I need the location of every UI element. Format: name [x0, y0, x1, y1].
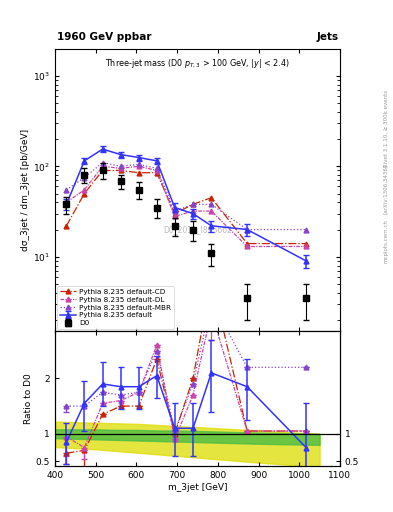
Pythia 8.235 default-CD — [154, 169, 159, 176]
Pythia 8.235 default-MBR — [136, 161, 141, 167]
Text: D0_2011_I895662: D0_2011_I895662 — [163, 225, 232, 234]
Legend: Pythia 8.235 default-CD, Pythia 8.235 default-DL, Pythia 8.235 default-MBR, Pyth: Pythia 8.235 default-CD, Pythia 8.235 de… — [57, 286, 174, 329]
Pythia 8.235 default-DL — [191, 208, 195, 214]
Pythia 8.235 default-CD — [118, 167, 123, 174]
Pythia 8.235 default-MBR — [82, 175, 87, 181]
Pythia 8.235 default-DL — [304, 243, 309, 249]
Pythia 8.235 default-MBR — [100, 160, 105, 166]
Pythia 8.235 default-CD — [172, 210, 177, 217]
Pythia 8.235 default-DL — [64, 199, 69, 205]
Pythia 8.235 default-CD — [100, 167, 105, 174]
Text: 1960 GeV ppbar: 1960 GeV ppbar — [57, 32, 151, 42]
Pythia 8.235 default-CD — [136, 169, 141, 176]
Pythia 8.235 default-CD — [245, 241, 250, 247]
Pythia 8.235 default-MBR — [172, 208, 177, 214]
Pythia 8.235 default-DL — [209, 208, 214, 214]
Pythia 8.235 default-DL — [245, 243, 250, 249]
Pythia 8.235 default-DL — [100, 163, 105, 169]
Pythia 8.235 default-MBR — [154, 165, 159, 172]
Text: [arXiv:1306.3436]: [arXiv:1306.3436] — [383, 164, 388, 215]
Pythia 8.235 default-CD — [64, 223, 69, 229]
Text: mcplots.cern.ch: mcplots.cern.ch — [383, 219, 388, 263]
Line: Pythia 8.235 default-CD: Pythia 8.235 default-CD — [64, 168, 309, 246]
Line: Pythia 8.235 default-DL: Pythia 8.235 default-DL — [64, 164, 309, 249]
Pythia 8.235 default-CD — [209, 195, 214, 201]
Pythia 8.235 default-CD — [191, 201, 195, 207]
Pythia 8.235 default-DL — [118, 165, 123, 172]
Line: Pythia 8.235 default-MBR: Pythia 8.235 default-MBR — [64, 160, 309, 232]
Pythia 8.235 default-DL — [82, 187, 87, 193]
Text: Rivet 3.1.10, ≥ 300k events: Rivet 3.1.10, ≥ 300k events — [383, 90, 388, 166]
Pythia 8.235 default-MBR — [118, 163, 123, 169]
Y-axis label: dσ_3jet / dm_3jet [pb/GeV]: dσ_3jet / dm_3jet [pb/GeV] — [21, 129, 30, 251]
Pythia 8.235 default-MBR — [209, 201, 214, 207]
Pythia 8.235 default-DL — [136, 163, 141, 169]
Text: Jets: Jets — [317, 32, 339, 42]
Pythia 8.235 default-CD — [304, 241, 309, 247]
Pythia 8.235 default-MBR — [245, 226, 250, 232]
Text: Three-jet mass (D0 $p_{T,3}$ > 100 GeV, $|y|$ < 2.4): Three-jet mass (D0 $p_{T,3}$ > 100 GeV, … — [105, 57, 290, 70]
Pythia 8.235 default-DL — [172, 214, 177, 220]
Pythia 8.235 default-MBR — [64, 187, 69, 193]
Pythia 8.235 default-DL — [154, 167, 159, 174]
Pythia 8.235 default-CD — [82, 190, 87, 197]
Y-axis label: Ratio to D0: Ratio to D0 — [24, 373, 33, 424]
X-axis label: m_3jet [GeV]: m_3jet [GeV] — [168, 482, 227, 492]
Pythia 8.235 default-MBR — [191, 201, 195, 207]
Pythia 8.235 default-MBR — [304, 226, 309, 232]
